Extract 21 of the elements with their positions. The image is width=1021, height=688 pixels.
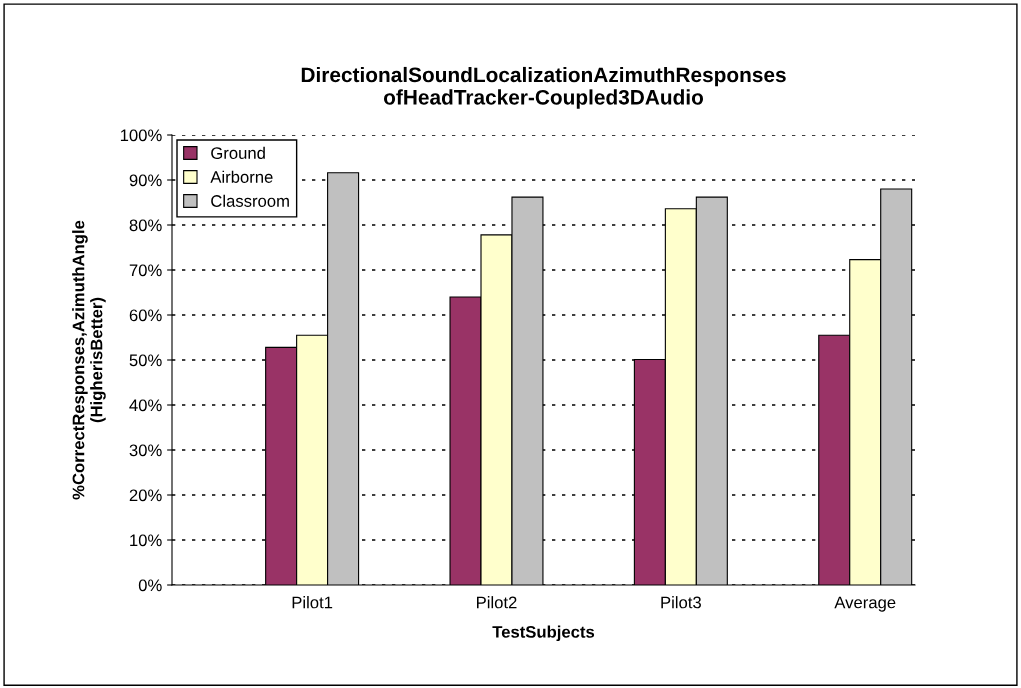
y-tick-label: 90% [129,174,162,187]
x-tick-label: Pilot3 [661,596,701,609]
y-tick-label: 100% [120,129,162,142]
x-tick-label: Pilot1 [292,596,333,609]
y-tick-label: 40% [129,399,162,412]
y-tick-label: 0% [138,579,162,592]
y-tick-label: 50% [129,354,162,367]
chart-title: DirectionalSoundLocalizationAzimuthResponses ofHeadTracker-Coupled3DAudio [301,66,786,109]
y-tick-label: 80% [129,219,162,232]
x-axis-title: TestSubjects [492,625,595,642]
legend-label: Ground [211,146,265,159]
y-axis-title: %CorrectResponses,AzimuthAngle (HigherisBetter) [72,220,106,500]
x-tick-label: Average [834,596,896,612]
y-tick-label: 20% [129,489,162,502]
x-tick-label: Pilot2 [477,596,517,609]
legend-label: Classroom [211,194,289,207]
y-tick-label: 60% [129,309,162,322]
y-tick-label: 30% [129,444,162,457]
y-tick-label: 10% [130,534,162,547]
legend-label: Airborne [210,170,273,183]
y-tick-label: 70% [129,264,162,277]
